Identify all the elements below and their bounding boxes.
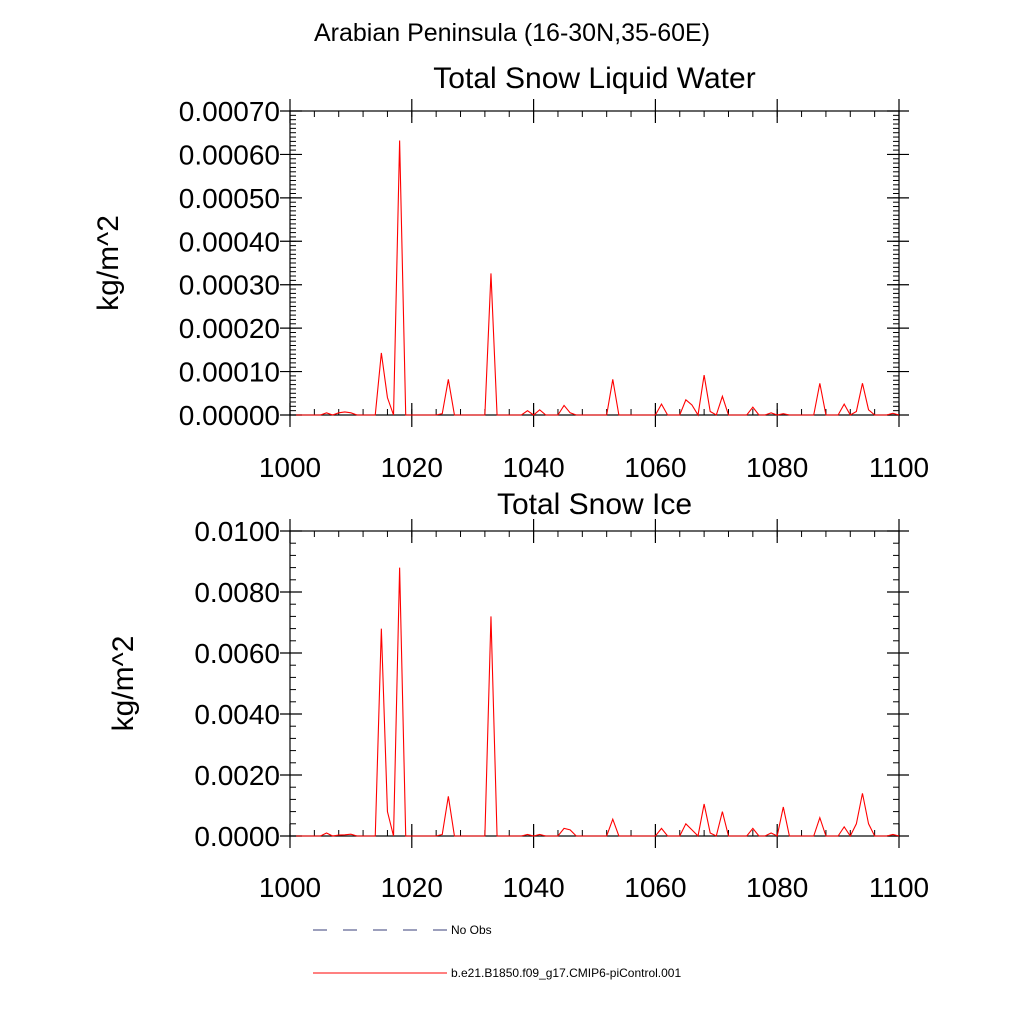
x-tick-label: 1100 xyxy=(869,872,929,903)
x-tick-label: 1100 xyxy=(869,452,929,483)
y-tick-label: 0.0060 xyxy=(194,638,280,669)
panel-total-snow-liquid-water: Total Snow Liquid Water 0.00000 0.00010 0.0… xyxy=(92,62,929,483)
plot-frame-0 xyxy=(289,110,900,416)
series-line-1-0 xyxy=(296,567,900,838)
figure-title: Arabian Peninsula (16-30N,35-60E) xyxy=(314,19,710,47)
x-tick-label: 1060 xyxy=(624,872,686,903)
y-tick-label: 0.0000 xyxy=(194,821,280,852)
chart-title-0: Total Snow Liquid Water xyxy=(433,62,755,95)
y-tick-label: 0.0080 xyxy=(194,577,280,608)
y-tick-label: 0.00000 xyxy=(179,400,280,431)
y-tick-label: 0.00060 xyxy=(179,139,280,170)
x-tick-label: 1000 xyxy=(259,452,321,483)
y-tick-label: 0.00020 xyxy=(179,313,280,344)
x-tick-label: 1080 xyxy=(746,452,808,483)
legend-label-no-obs: No Obs xyxy=(451,923,492,937)
series-line-0-0 xyxy=(296,140,900,417)
y-tick-label: 0.00050 xyxy=(179,183,280,214)
y-tick-label: 0.00070 xyxy=(179,96,280,127)
y-axis-label-1: kg/m^2 xyxy=(107,636,140,732)
x-tick-label: 1080 xyxy=(746,872,808,903)
y-axis-label-0: kg/m^2 xyxy=(92,215,125,311)
panel-total-snow-ice: Total Snow Ice 0.0000 0.0020 0.0040 0.0060 0.… xyxy=(107,488,929,903)
chart-title-1: Total Snow Ice xyxy=(497,488,692,521)
x-tick-label: 1060 xyxy=(624,452,686,483)
legend-label-model: b.e21.B1850.f09_g17.CMIP6-piControl.001 xyxy=(451,966,681,980)
legend: No Obs b.e21.B1850.f09_g17.CMIP6-piContr… xyxy=(313,923,681,980)
y-tick-label: 0.00010 xyxy=(179,357,280,388)
x-tick-label: 1040 xyxy=(502,452,564,483)
x-tick-label: 1000 xyxy=(259,872,321,903)
plot-frame-1 xyxy=(289,530,900,837)
x-tick-label: 1020 xyxy=(381,872,443,903)
y-tick-label: 0.00030 xyxy=(179,270,280,301)
y-tick-label: 0.00040 xyxy=(179,226,280,257)
y-tick-label: 0.0040 xyxy=(194,699,280,730)
y-tick-label: 0.0020 xyxy=(194,760,280,791)
x-tick-label: 1020 xyxy=(381,452,443,483)
y-tick-label: 0.0100 xyxy=(194,516,280,547)
x-tick-label: 1040 xyxy=(502,872,564,903)
